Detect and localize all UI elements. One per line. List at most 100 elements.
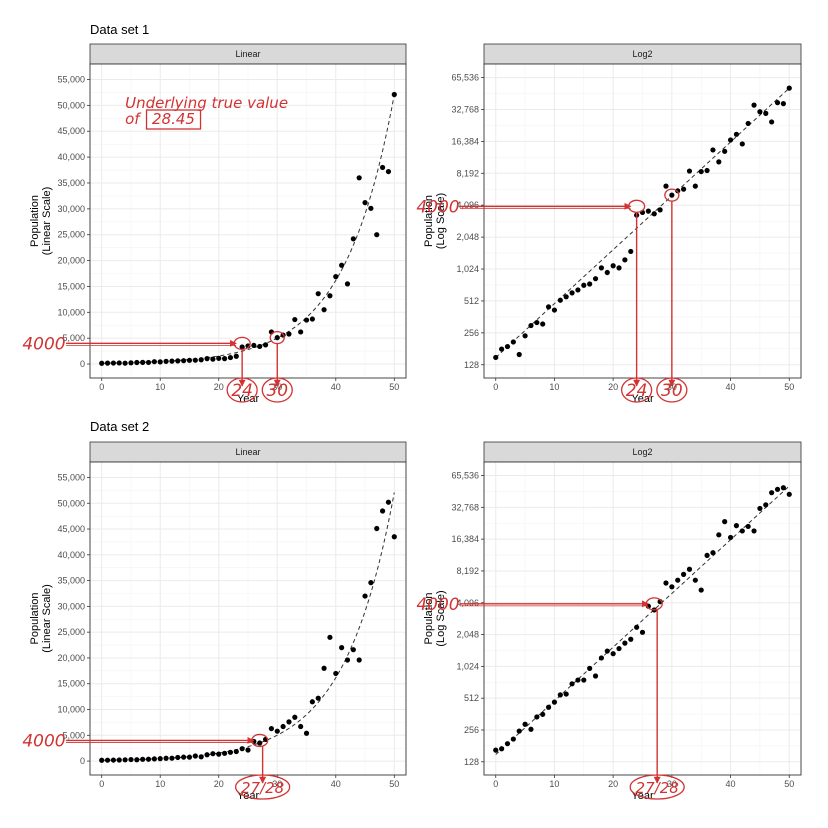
y-tick-label: 1,024	[456, 661, 479, 671]
figure-title: Data set 2	[90, 419, 149, 434]
y-axis-title: Population(Linear Scale)	[29, 187, 53, 255]
data-point	[327, 293, 333, 299]
annotation-label-circle	[261, 377, 293, 403]
data-point	[333, 274, 339, 280]
data-point	[186, 754, 193, 760]
data-point	[675, 188, 681, 194]
y-tick-label: 5,000	[62, 333, 85, 343]
y-tick-label: 30,000	[57, 204, 85, 214]
x-tick-label: 20	[608, 779, 618, 789]
annotation-label-circle	[234, 774, 291, 800]
data-point	[604, 269, 610, 276]
data-point	[274, 335, 280, 341]
annotation-circled-label: 24	[626, 381, 648, 401]
data-point	[379, 508, 386, 514]
data-point	[604, 648, 610, 654]
data-point	[581, 282, 587, 288]
data-point	[610, 651, 616, 657]
data-point	[221, 750, 228, 756]
annotation-circled-label: 30	[661, 381, 683, 401]
x-tick-label: 40	[331, 382, 341, 392]
data-point	[616, 645, 622, 652]
y-tick-label: 0	[80, 756, 85, 766]
data-point	[657, 207, 663, 213]
y-tick-label: 32,768	[451, 502, 479, 512]
annotation-label-circle	[226, 377, 258, 403]
data-point	[321, 665, 327, 671]
y-tick-label: 35,000	[57, 576, 85, 586]
data-point	[99, 757, 105, 763]
y-tick-label: 40,000	[57, 152, 85, 162]
data-point	[268, 725, 275, 732]
data-point	[186, 357, 193, 363]
data-point	[298, 329, 304, 335]
y-tick-label: 45,000	[57, 524, 85, 534]
trend-line	[101, 94, 395, 364]
data-point	[350, 236, 356, 242]
data-point	[663, 580, 669, 586]
y-tick-label: 4,096	[456, 200, 479, 210]
data-point	[181, 754, 187, 760]
x-tick-label: 20	[608, 382, 618, 392]
y-tick-label: 256	[464, 328, 479, 338]
data-point	[587, 281, 593, 287]
y-tick-label: 512	[464, 296, 479, 306]
data-point	[493, 747, 499, 753]
data-point	[104, 360, 111, 366]
data-point	[151, 756, 157, 762]
data-point	[716, 532, 722, 538]
data-point	[698, 168, 704, 175]
facet-strip-label: Linear	[235, 49, 260, 59]
data-point	[581, 677, 587, 683]
y-tick-label: 128	[464, 360, 479, 370]
annotation-circled-label: 24	[231, 381, 253, 401]
x-tick-label: 50	[389, 779, 399, 789]
data-point	[569, 290, 575, 296]
data-point	[391, 534, 397, 540]
data-point	[563, 691, 569, 697]
facet-strip-label: Log2	[632, 447, 652, 457]
data-point	[368, 205, 374, 211]
data-point	[686, 168, 693, 174]
y-tick-label: 25,000	[57, 627, 85, 637]
data-point	[362, 200, 368, 206]
panel-border	[89, 63, 407, 379]
data-point	[786, 85, 792, 91]
data-point	[598, 265, 605, 271]
data-point	[362, 593, 368, 599]
x-tick-label: 30	[667, 779, 677, 789]
data-point	[733, 131, 740, 137]
y-tick-label: 2,048	[456, 232, 479, 242]
x-tick-label: 10	[549, 382, 559, 392]
data-point	[628, 248, 634, 255]
data-point	[745, 120, 751, 127]
data-point	[292, 316, 298, 323]
data-point	[528, 322, 534, 329]
data-point	[751, 102, 757, 108]
x-tick-label: 0	[99, 779, 104, 789]
x-tick-label: 30	[272, 779, 282, 789]
data-point	[303, 730, 310, 736]
annotation-point-circle	[251, 733, 269, 748]
data-point	[286, 719, 292, 725]
y-tick-label: 50,000	[57, 100, 85, 110]
data-point	[669, 584, 675, 590]
annotation-box	[145, 109, 202, 130]
data-point	[651, 211, 657, 217]
facet-strip-label: Log2	[632, 49, 652, 59]
data-point	[710, 147, 716, 153]
data-point	[374, 232, 380, 238]
x-tick-label: 10	[549, 779, 559, 789]
data-point	[710, 550, 716, 556]
data-point	[675, 577, 681, 583]
y-tick-label: 65,536	[451, 471, 479, 481]
y-tick-label: 45,000	[57, 126, 85, 136]
data-point	[221, 356, 228, 362]
data-point	[757, 109, 763, 115]
data-point	[733, 523, 740, 529]
data-point	[145, 756, 152, 762]
data-point	[610, 263, 616, 269]
data-point	[321, 307, 327, 313]
data-point	[198, 754, 204, 760]
data-point	[274, 728, 280, 734]
